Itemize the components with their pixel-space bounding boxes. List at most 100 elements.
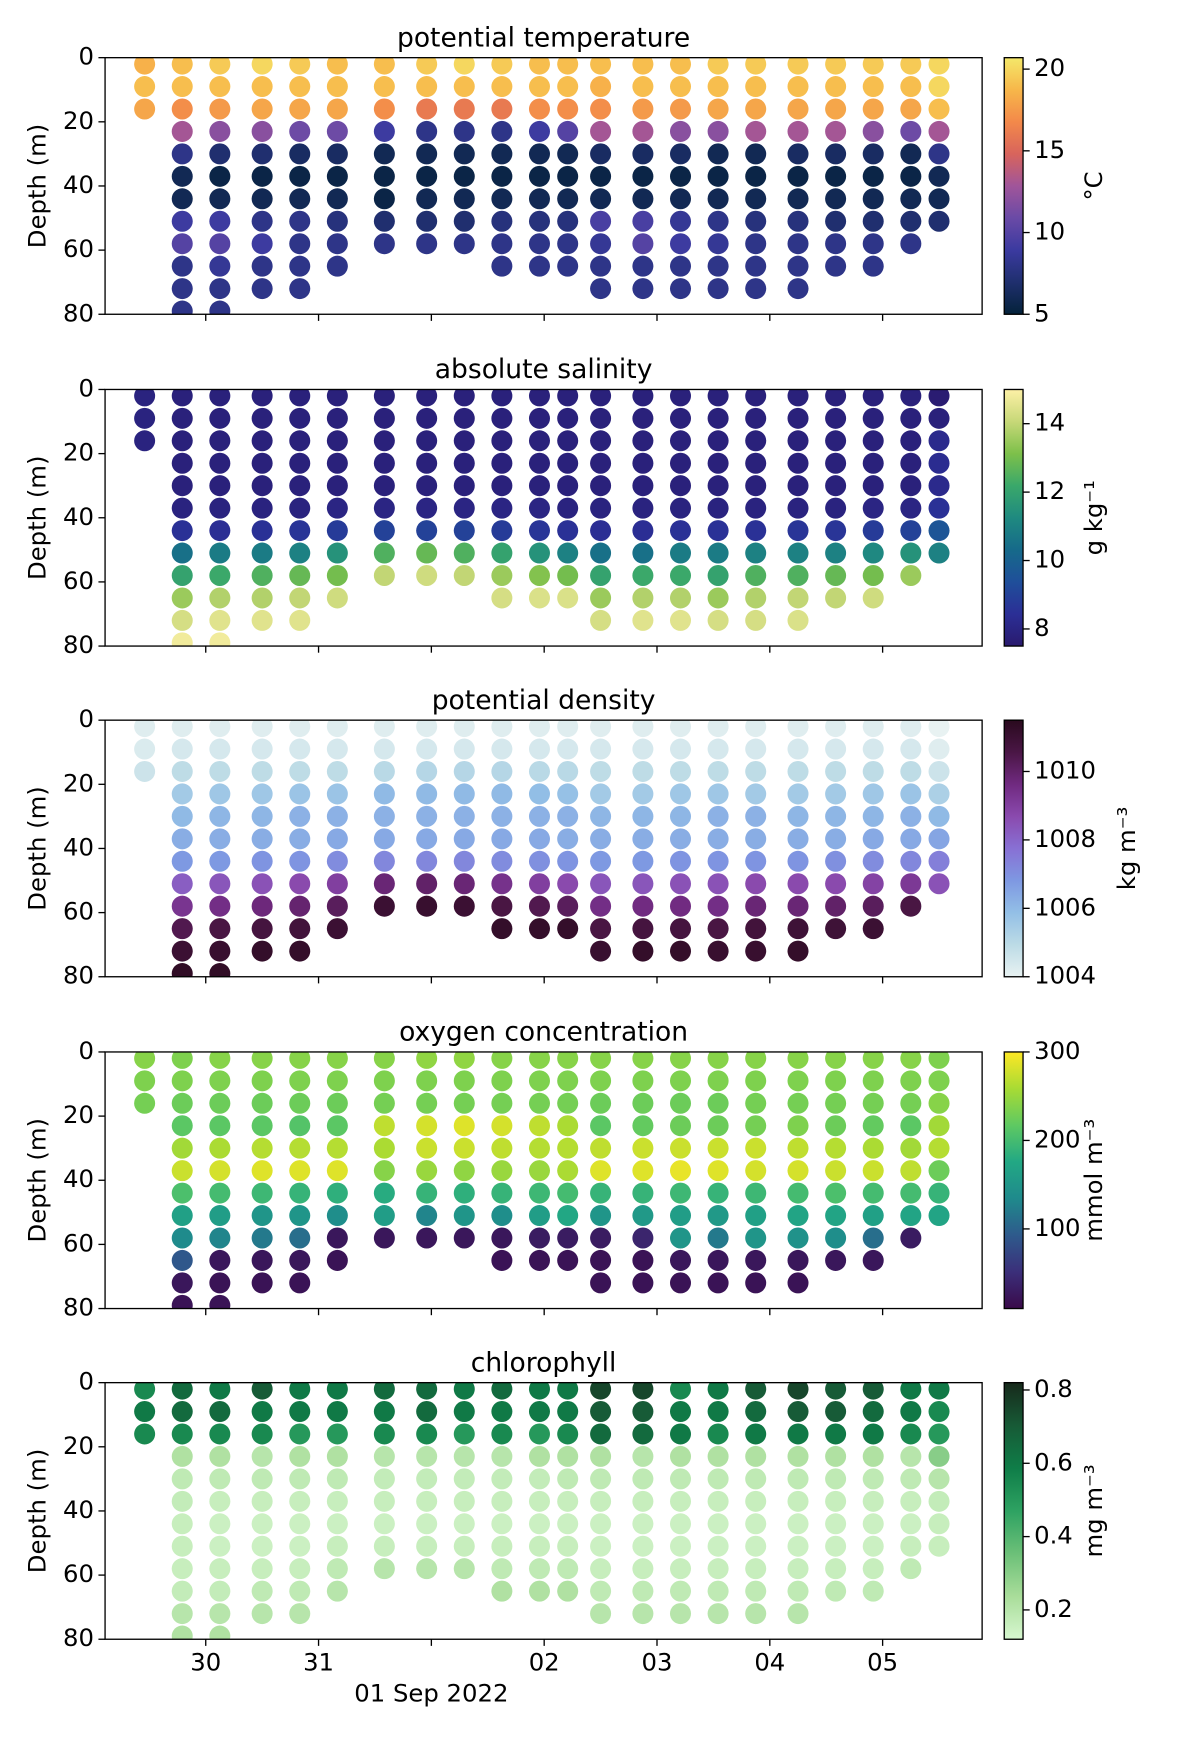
data-point [209,587,231,609]
data-point [453,760,475,782]
data-point [825,1070,847,1092]
y-axis-label: Depth (m) [23,124,52,249]
x-tick-label: 04 [754,1648,785,1677]
data-point [491,430,513,452]
data-point [557,1423,579,1445]
data-point [209,564,231,587]
data-point [745,76,767,98]
data-point [373,497,395,519]
data-point [745,1160,767,1182]
data-point [326,918,348,940]
data-point [557,1227,579,1249]
data-point [491,1490,513,1512]
data-point [209,760,231,782]
colorbar-tick-label: 10 [1034,545,1065,574]
data-point [416,1558,438,1580]
data-point [590,760,612,782]
data-point [171,1401,193,1423]
data-point [528,1401,550,1423]
data-point [707,1445,729,1467]
data-point [209,1051,231,1069]
data-point [557,188,579,210]
data-point [491,805,513,827]
data-point [171,1580,193,1602]
data-point [669,1137,692,1159]
data-point [825,389,847,407]
data-point [416,783,438,805]
data-point [528,760,550,782]
data-point [900,143,922,165]
y-tick-label: 60 [63,1228,94,1257]
data-point [745,57,767,75]
data-point [669,1513,692,1535]
data-point [491,497,513,519]
data-point [416,760,438,782]
data-point [491,720,513,738]
data-point [171,210,193,232]
data-point [209,407,231,429]
data-point [669,1092,692,1114]
data-point [251,520,273,542]
data-point [900,720,922,738]
data-point [209,57,231,75]
data-point [326,1115,348,1137]
data-point [787,1092,809,1114]
data-point [900,452,922,474]
data-point [326,587,348,609]
x-tick-label: 02 [529,1648,560,1677]
y-tick-label: 20 [63,1431,94,1460]
data-point [745,1137,767,1159]
data-point [669,1603,692,1625]
y-tick-label: 40 [63,1495,94,1524]
data-point [557,828,579,850]
data-point [171,165,193,187]
data-point [491,1182,513,1204]
data-point [373,475,395,497]
data-point [289,1401,311,1423]
data-point [209,1535,231,1557]
data-point [528,918,550,940]
data-point [787,587,809,609]
data-point [134,430,156,452]
data-point [171,828,193,850]
data-point [669,783,692,805]
data-point [669,564,692,587]
data-point [669,1070,692,1092]
data-point [787,1182,809,1204]
data-point [528,1249,550,1271]
data-point [928,1401,950,1423]
data-point [528,165,550,187]
colorbar-tick-label: 12 [1034,476,1065,505]
data-point [373,738,395,760]
data-point [632,873,654,895]
data-point [632,389,654,407]
data-point [453,1051,475,1069]
data-point [251,1227,273,1249]
data-point [557,1051,579,1069]
data-point [416,233,438,255]
data-point [787,497,809,519]
data-point [251,940,273,962]
data-point [289,255,311,277]
data-point [289,1051,311,1069]
data-point [590,1468,612,1490]
data-point [289,57,311,75]
data-point [171,76,193,98]
data-point [557,783,579,805]
data-point [557,1249,579,1271]
data-point [787,738,809,760]
data-point [862,783,884,805]
data-point [491,452,513,474]
data-point [326,738,348,760]
data-point [251,1382,273,1400]
data-point [707,278,729,300]
data-point [171,430,193,452]
data-point [862,542,884,564]
data-point [416,1070,438,1092]
data-point [491,1249,513,1271]
data-point [707,1513,729,1535]
data-point [557,1070,579,1092]
data-point [171,1490,193,1512]
data-point [825,1227,847,1249]
data-point [134,98,156,120]
